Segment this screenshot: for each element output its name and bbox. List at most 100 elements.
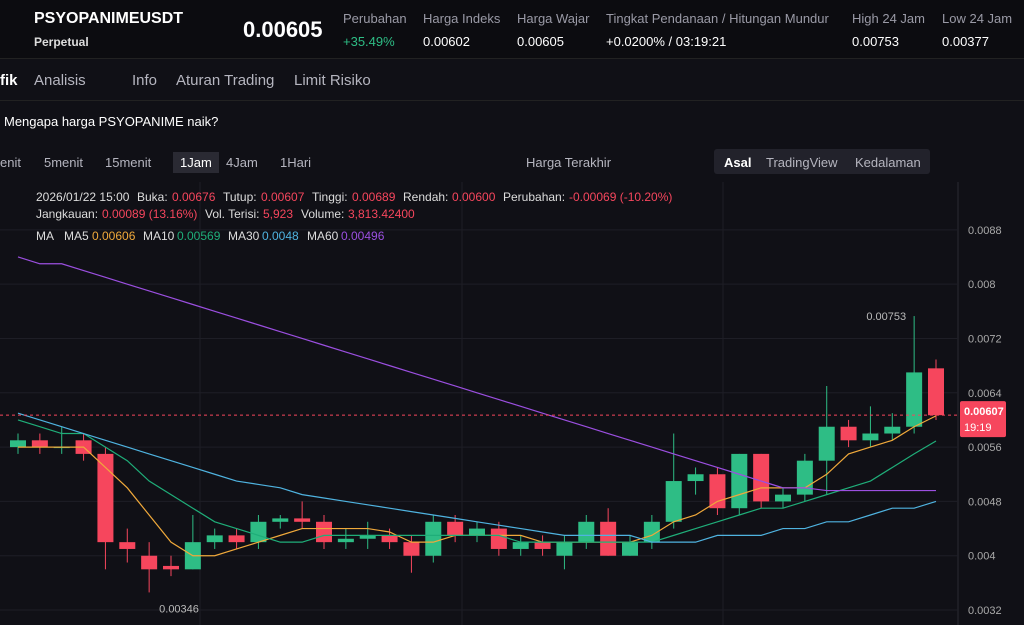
candle-body	[119, 542, 136, 549]
ma-name: MA60	[307, 229, 339, 243]
y-tick-label: 0.008	[968, 279, 996, 291]
info-label: Tutup:	[223, 190, 257, 204]
tab-bar	[0, 58, 1024, 101]
chart: 0.0088 0.008 0.0072 0.0064 0.0056 0.0048 0.004…	[0, 182, 1024, 625]
view[interactable]: Asal	[724, 155, 752, 170]
candle-body	[31, 440, 48, 448]
info-value: 0.00089 (13.16%)	[102, 207, 198, 221]
candle-body	[534, 542, 551, 549]
candle-body	[753, 453, 770, 502]
candle-body	[228, 535, 245, 543]
candle-body	[731, 453, 748, 509]
candle-body	[469, 528, 485, 536]
view[interactable]: Kedalaman	[855, 155, 921, 170]
info-label: Jangkauan:	[36, 207, 99, 221]
field-label: Low 24 Jam	[942, 11, 1013, 26]
info-label: Rendah:	[403, 190, 449, 204]
y-tick-label: 0.0064	[968, 388, 1002, 400]
field-label: Perubahan	[343, 11, 407, 26]
last-price-tag	[960, 401, 1006, 438]
low-label: 0.00346	[159, 603, 199, 615]
tab[interactable]: Analisis	[34, 72, 86, 89]
field-value: 0.00602	[423, 34, 470, 49]
last-price-label: 0.00607	[964, 406, 1004, 418]
tab[interactable]: Limit Risiko	[294, 72, 371, 89]
price-type[interactable]: Harga Terakhir	[526, 155, 612, 170]
candle-body	[272, 518, 289, 522]
interval[interactable]: enit	[0, 155, 21, 170]
candle-body	[840, 426, 857, 441]
candle-body	[796, 460, 813, 495]
info-label: Perubahan:	[503, 190, 566, 204]
field-value: 0.00377	[942, 34, 989, 49]
question[interactable]: Mengapa harga PSYOPANIME naik?	[4, 114, 219, 129]
candle-body	[687, 474, 704, 482]
candle-body	[512, 542, 529, 549]
candle-body	[381, 535, 398, 543]
info-value: 0.00676	[172, 190, 216, 204]
candle-body	[665, 481, 682, 522]
tab[interactable]: Info	[132, 72, 158, 89]
ma-name: MA5	[64, 229, 89, 243]
candle-body	[709, 474, 726, 509]
candle-body	[425, 521, 442, 556]
interval[interactable]: 1Hari	[280, 155, 312, 170]
candle-body	[337, 538, 354, 543]
y-tick-label: 0.004	[968, 551, 996, 563]
field-label: Harga Indeks	[423, 11, 501, 26]
y-tick-label: 0.0088	[968, 225, 1002, 237]
ma-value: 0.0048	[262, 229, 299, 243]
info-value: 3,813.42400	[348, 207, 415, 221]
view-switch	[714, 149, 930, 174]
last-price: 0.00605	[243, 17, 323, 42]
candle-body	[600, 521, 617, 556]
interval[interactable]: 1Jam	[173, 152, 219, 173]
tab[interactable]: Aturan Trading	[176, 72, 275, 89]
ma-line	[17, 256, 936, 492]
ma-line	[17, 412, 937, 543]
interval[interactable]: 4Jam	[226, 155, 258, 170]
info-label: Tinggi:	[312, 190, 348, 204]
candle-body	[884, 426, 901, 434]
candle-body	[10, 440, 26, 448]
field-label: High 24 Jam	[852, 11, 925, 26]
tab[interactable]: fik	[0, 72, 18, 89]
field-value: 0.00605	[517, 34, 564, 49]
y-tick-label: 0.0032	[968, 605, 1002, 617]
candle-body	[163, 565, 179, 570]
info-value: 0.00600	[452, 190, 496, 204]
info-value: 5,923	[263, 207, 294, 221]
candle-body	[206, 535, 223, 543]
symbol[interactable]: PSYOPANIMEUSDT	[34, 10, 184, 27]
high-label: 0.00753	[866, 311, 906, 323]
info-value: 0.00607	[261, 190, 305, 204]
candle-body	[447, 521, 464, 536]
field-value: +35.49%	[343, 34, 395, 49]
countdown: 19:19	[964, 422, 992, 434]
ma-name: MA10	[143, 229, 175, 243]
info-label: Volume:	[301, 207, 345, 221]
field-label: Tingkat Pendanaan / Hitungan Mundur	[606, 11, 829, 26]
candle-body	[556, 542, 573, 556]
y-tick-label: 0.0048	[968, 496, 1002, 508]
candle-body	[359, 535, 376, 539]
candle-body	[97, 453, 114, 543]
interval[interactable]: 5menit	[44, 155, 84, 170]
y-tick-label: 0.0056	[968, 442, 1002, 454]
candle-body	[622, 542, 638, 556]
view[interactable]: TradingView	[766, 155, 838, 170]
y-tick-label: 0.0072	[968, 333, 1002, 345]
info-value: -0.00069 (-10.20%)	[569, 190, 673, 204]
candle-body	[294, 518, 311, 522]
ma-line	[17, 419, 937, 543]
info-value: 0.00689	[352, 190, 396, 204]
ma-name: MA30	[228, 229, 260, 243]
header-bar	[0, 0, 1024, 59]
info-label: Vol. Terisi:	[205, 207, 260, 221]
candle-body	[316, 521, 332, 543]
candle-body	[928, 368, 944, 416]
candle-body	[775, 494, 791, 502]
ma-value: 0.00606	[92, 229, 136, 243]
interval[interactable]: 15menit	[105, 155, 152, 170]
